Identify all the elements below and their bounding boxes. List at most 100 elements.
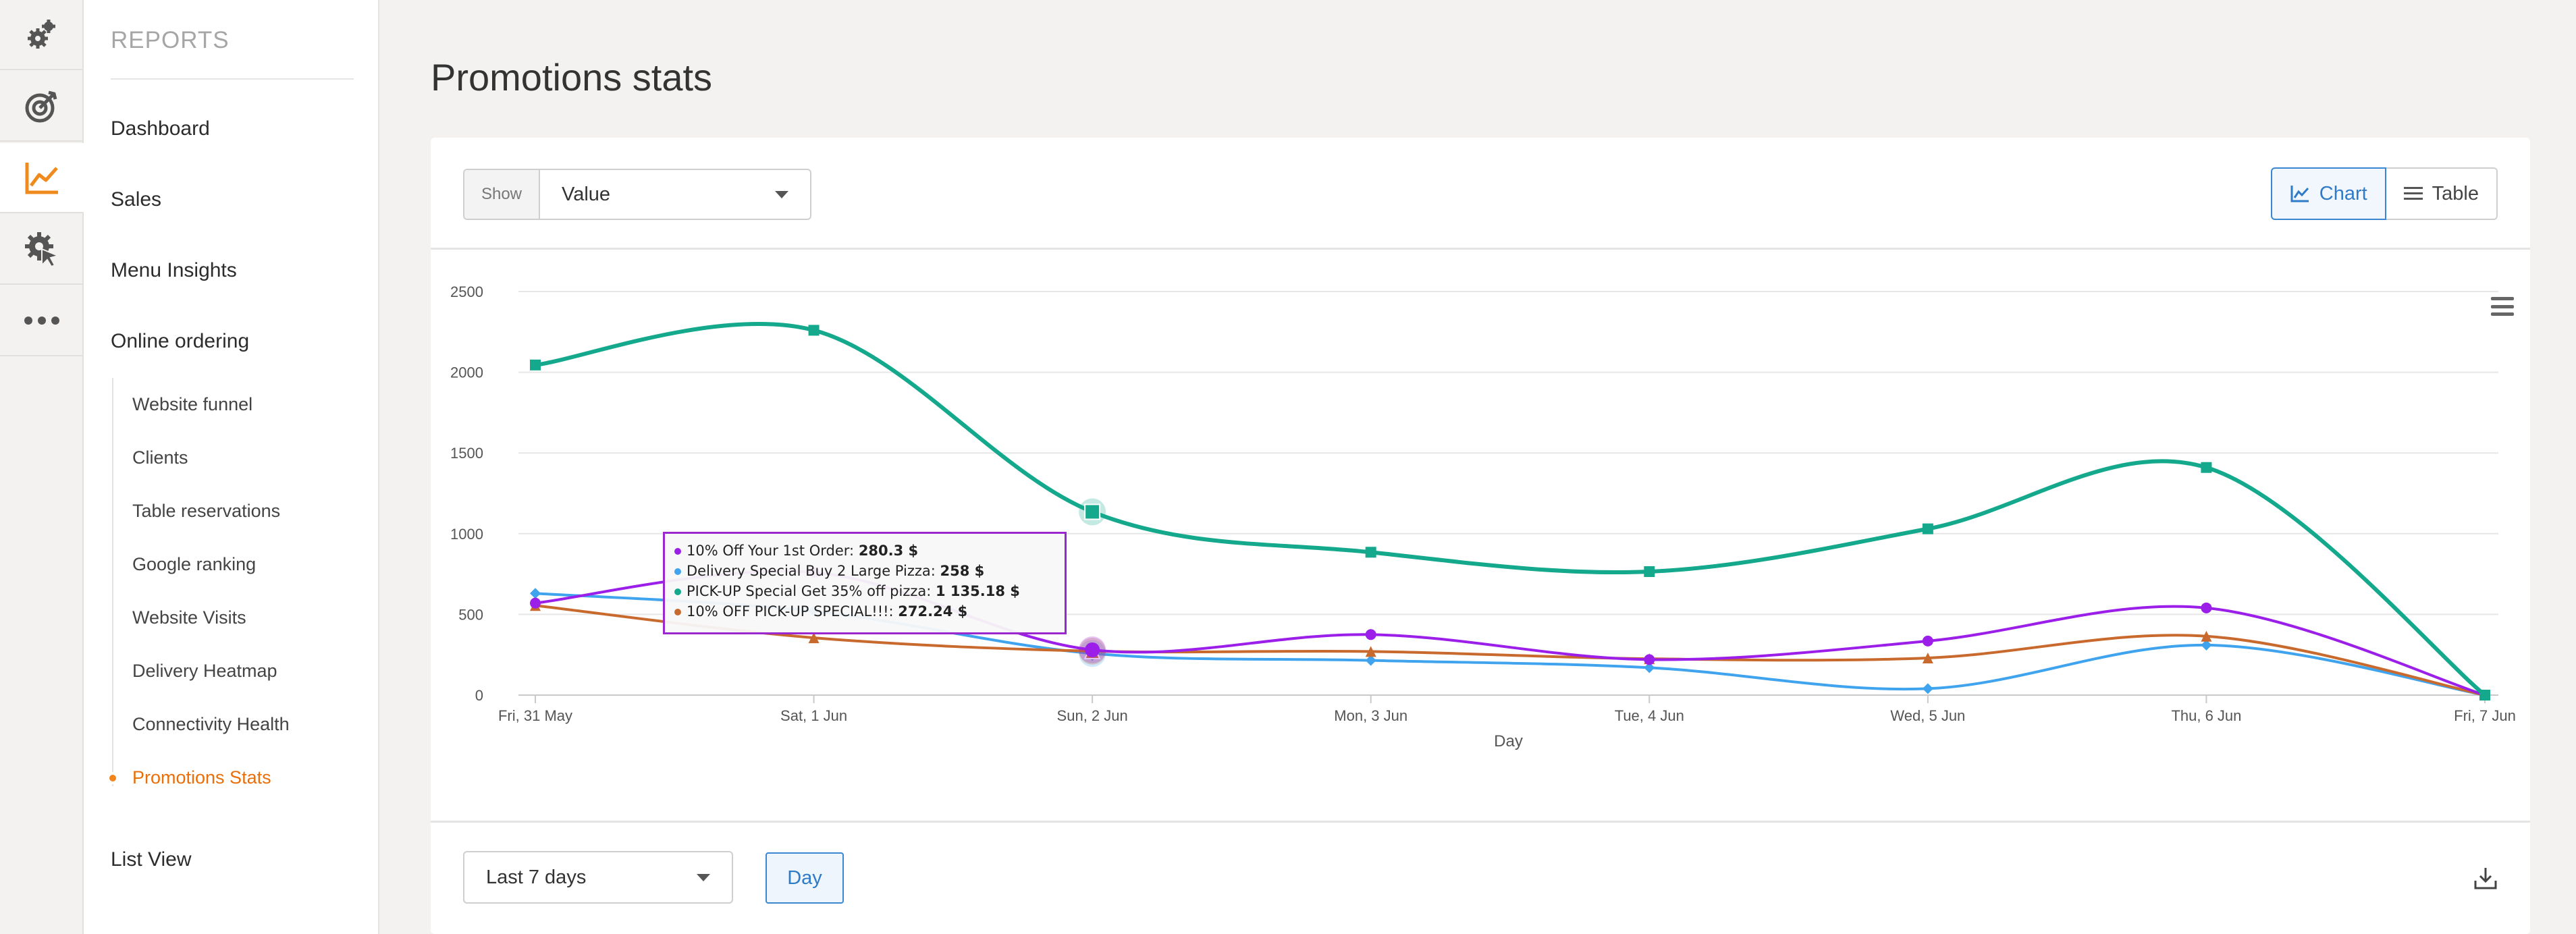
metric-select[interactable]: Value (540, 170, 810, 219)
data-point (1644, 566, 1655, 578)
x-tick-label: Mon, 3 Jun (1334, 707, 1407, 724)
data-point (530, 588, 541, 599)
table-view-label: Table (2432, 182, 2479, 204)
tooltip-label: 10% Off Your 1st Order: (687, 543, 859, 559)
data-point (1085, 642, 1100, 657)
x-tick-label: Fri, 7 Jun (2454, 707, 2516, 724)
date-range-value: Last 7 days (486, 866, 587, 888)
data-point (1644, 662, 1655, 674)
tooltip-value: 280.3 $ (858, 543, 919, 559)
x-tick-label: Tue, 4 Jun (1615, 707, 1684, 724)
rail-item-automation[interactable] (0, 215, 84, 285)
menu-divider (111, 78, 354, 80)
chart-view-button[interactable]: Chart (2270, 167, 2386, 220)
granularity-day-button[interactable]: Day (766, 852, 844, 904)
data-point (530, 359, 541, 370)
show-metric-group: Show Value (463, 169, 811, 220)
chart-menu-icon[interactable] (2491, 297, 2514, 316)
table-view-button[interactable]: Table (2386, 167, 2498, 220)
data-point (2201, 462, 2212, 473)
data-point (2201, 639, 2212, 651)
menu-item-online-ordering[interactable]: Online ordering (111, 330, 250, 352)
tooltip-value: 258 $ (940, 563, 985, 579)
line-chart-icon (2290, 186, 2309, 202)
chart-area: 0 500 1000 1500 2000 2500 Fri, 31 May Sat, 1 Ju… (431, 250, 2530, 821)
data-point (1365, 655, 1376, 666)
chevron-down-icon (697, 873, 710, 881)
rail-item-settings[interactable] (0, 0, 84, 70)
list-icon (2403, 187, 2423, 200)
tooltip-label: Delivery Special Buy 2 Large Pizza: (687, 563, 940, 579)
cursor-gear-icon (25, 232, 61, 268)
submenu-item-google-ranking[interactable]: Google ranking (132, 554, 257, 574)
page-title: Promotions stats (431, 56, 713, 99)
card-header: Show Value Chart Table (431, 138, 2530, 250)
submenu-item-website-visits[interactable]: Website Visits (132, 607, 246, 628)
tooltip-value: 1 135.18 $ (936, 583, 1020, 599)
metric-select-value: Value (562, 183, 611, 205)
data-point (1084, 503, 1101, 520)
x-tick-label: Thu, 6 Jun (2171, 707, 2241, 724)
chart-view-label: Chart (2319, 182, 2367, 204)
submenu-item-promotions-stats[interactable]: Promotions Stats (132, 767, 271, 788)
tooltip-row: PICK-UP Special Get 35% off pizza: 1 135… (674, 581, 1055, 601)
data-point (1365, 646, 1376, 657)
data-point (530, 597, 541, 609)
tooltip-series-dot (674, 568, 681, 575)
series-line (535, 321, 2486, 697)
submenu-guide-line (112, 378, 113, 786)
menu-item-list-view[interactable]: List View (111, 848, 192, 871)
rail-item-reports[interactable] (0, 143, 84, 213)
rail-item-more[interactable] (0, 286, 84, 356)
show-label: Show (464, 170, 540, 219)
data-point (808, 325, 820, 336)
chart-tooltip: 10% Off Your 1st Order: 280.3 $ Delivery… (663, 532, 1067, 634)
submenu-item-website-funnel[interactable]: Website funnel (132, 394, 253, 414)
x-tick-label: Fri, 31 May (498, 707, 572, 724)
more-icon (24, 317, 59, 325)
menu-heading: REPORTS (111, 27, 230, 53)
data-point (1365, 547, 1376, 558)
menu-item-dashboard[interactable]: Dashboard (111, 117, 210, 140)
data-point (1922, 652, 1933, 663)
x-tick-label: Sun, 2 Jun (1057, 707, 1128, 724)
x-axis-title: Day (1494, 732, 1523, 750)
download-icon[interactable] (2473, 866, 2498, 890)
reports-menu: REPORTS Dashboard Sales Menu Insights On… (84, 0, 379, 934)
tooltip-series-dot (674, 609, 681, 615)
tooltip-label: 10% OFF PICK-UP SPECIAL!!!: (687, 603, 898, 620)
submenu-item-delivery-heatmap[interactable]: Delivery Heatmap (132, 661, 277, 681)
target-icon (25, 90, 57, 123)
submenu-item-clients[interactable]: Clients (132, 447, 188, 468)
y-tick-label: 1000 (450, 526, 483, 543)
submenu-item-connectivity-health[interactable]: Connectivity Health (132, 714, 290, 734)
rail-item-marketing[interactable] (0, 72, 84, 142)
data-point (1922, 683, 1933, 694)
data-point (1922, 523, 1933, 534)
icon-rail (0, 0, 84, 934)
reports-chart-icon (25, 163, 58, 194)
y-tick-label: 2000 (450, 364, 483, 381)
date-range-select[interactable]: Last 7 days (463, 851, 733, 904)
tooltip-series-dot (674, 548, 681, 555)
card-footer: Last 7 days Day (431, 821, 2530, 934)
y-tick-label: 1500 (450, 445, 483, 462)
data-point (1644, 654, 1655, 665)
data-point (808, 632, 820, 644)
menu-item-menu-insights[interactable]: Menu Insights (111, 259, 237, 281)
x-tick-label: Wed, 5 Jun (1890, 707, 1965, 724)
data-point (1365, 629, 1376, 640)
chevron-down-icon (775, 190, 788, 198)
data-point (1922, 635, 1933, 647)
gears-icon (28, 20, 55, 49)
view-toggle: Chart Table (2270, 167, 2498, 220)
menu-item-sales[interactable]: Sales (111, 188, 162, 211)
x-tick-label: Sat, 1 Jun (780, 707, 847, 724)
data-point (2201, 630, 2212, 642)
submenu-item-table-reservations[interactable]: Table reservations (132, 501, 281, 521)
y-tick-label: 0 (475, 687, 483, 704)
active-indicator-dot (107, 772, 119, 784)
tooltip-value: 272.24 $ (898, 603, 968, 620)
data-point (2201, 602, 2212, 613)
tooltip-row: Delivery Special Buy 2 Large Pizza: 258 … (674, 561, 1055, 581)
